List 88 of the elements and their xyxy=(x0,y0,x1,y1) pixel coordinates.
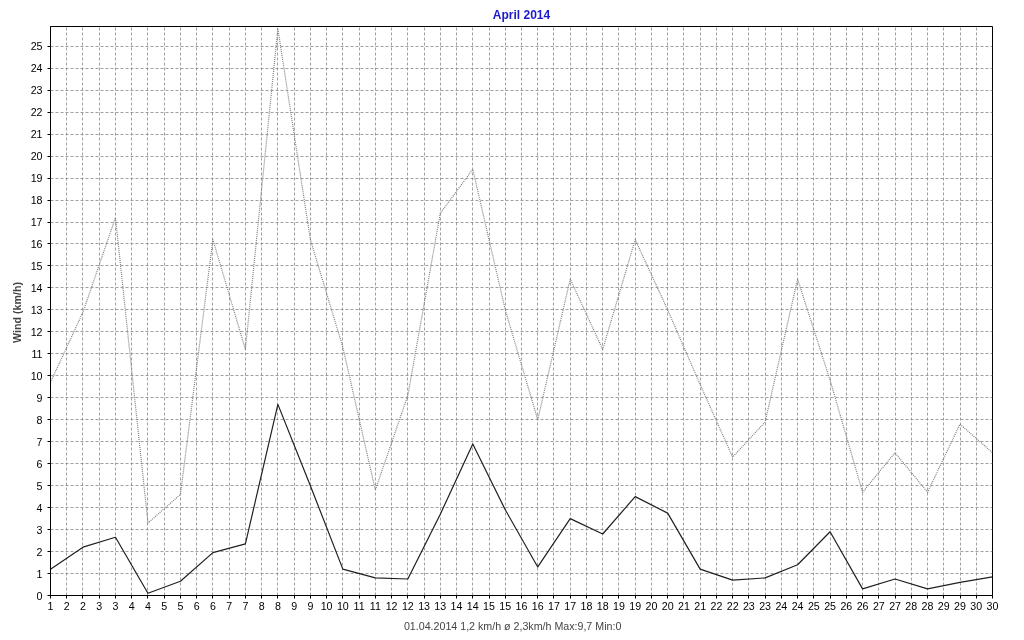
x-tick-label: 3 xyxy=(112,599,119,612)
x-tick-label: 24 xyxy=(775,599,788,612)
x-tick-label: 21 xyxy=(677,599,690,612)
y-tick-label: 25 xyxy=(30,40,43,53)
y-tick-label: 13 xyxy=(30,303,43,316)
x-tick-label: 18 xyxy=(580,599,593,612)
y-tick-label: 11 xyxy=(31,347,43,360)
y-axis-title: Wind (km/h) xyxy=(10,281,23,343)
y-tick-label: 7 xyxy=(36,435,43,448)
x-tick-label: 23 xyxy=(759,599,772,612)
y-tick-label: 16 xyxy=(30,237,43,250)
x-tick-label: 25 xyxy=(824,599,837,612)
x-tick-label: 13 xyxy=(418,599,431,612)
x-tick-label: 10 xyxy=(336,599,349,612)
y-tick-label: 15 xyxy=(30,259,43,272)
x-tick-label: 30 xyxy=(970,599,983,612)
y-tick-label: 14 xyxy=(30,281,43,294)
y-tick-label: 20 xyxy=(30,150,43,163)
x-tick-label: 6 xyxy=(193,599,200,612)
x-tick-label: 6 xyxy=(209,599,216,612)
y-tick-label: 19 xyxy=(30,172,43,185)
x-tick-label: 22 xyxy=(726,599,739,612)
x-tick-label: 3 xyxy=(96,599,103,612)
x-tick-label: 28 xyxy=(921,599,934,612)
x-tick-label: 13 xyxy=(434,599,447,612)
x-tick-label: 20 xyxy=(645,599,658,612)
chart-title: April 2014 xyxy=(492,7,551,22)
x-tick-label: 4 xyxy=(144,599,151,612)
y-tick-label: 9 xyxy=(36,391,43,404)
text: 01.04.2014 1,2 km/h ø 2,3km/h Max:9,7 Min:0 xyxy=(403,619,622,632)
y-tick-label: 6 xyxy=(36,457,43,470)
x-tick-label: 15 xyxy=(499,599,512,612)
x-tick-label: 26 xyxy=(840,599,853,612)
x-tick-label: 21 xyxy=(694,599,707,612)
x-tick-label: 11 xyxy=(369,599,381,612)
x-tick-label: 19 xyxy=(629,599,642,612)
x-tick-label: 2 xyxy=(63,599,70,612)
x-tick-label: 1 xyxy=(47,599,54,612)
x-tick-label: 12 xyxy=(401,599,414,612)
x-tick-label: 2 xyxy=(80,599,87,612)
x-tick-label: 4 xyxy=(128,599,135,612)
x-tick-label: 19 xyxy=(613,599,625,612)
x-tick-label: 29 xyxy=(937,599,950,612)
x-tick-label: 16 xyxy=(515,599,528,612)
y-tick-label: 10 xyxy=(30,369,43,382)
x-tick-label: 18 xyxy=(596,599,609,612)
y-tick-label: 3 xyxy=(36,523,43,536)
x-tick-label: 7 xyxy=(242,599,249,612)
x-tick-label: 12 xyxy=(385,599,398,612)
x-tick-label: 9 xyxy=(291,599,298,612)
x-tick-label: 14 xyxy=(450,599,463,612)
x-tick-label: 16 xyxy=(531,599,544,612)
y-tick-label: 24 xyxy=(30,62,43,75)
y-tick-label: 17 xyxy=(30,216,43,229)
y-tick-label: 4 xyxy=(36,501,43,514)
x-tick-label: 15 xyxy=(483,599,496,612)
x-tick-label: 28 xyxy=(905,599,918,612)
x-tick-label: 5 xyxy=(161,599,168,612)
x-tick-label: 17 xyxy=(564,599,577,612)
x-tick-label: 8 xyxy=(258,599,265,612)
x-tick-label: 26 xyxy=(856,599,869,612)
y-tick-label: 0 xyxy=(36,589,43,602)
x-tick-label: 29 xyxy=(954,599,967,612)
y-tick-label: 2 xyxy=(36,545,43,558)
x-tick-label: 30 xyxy=(986,599,999,612)
x-tick-label: 17 xyxy=(548,599,560,612)
x-tick-label: 7 xyxy=(226,599,233,612)
x-tick-label: 20 xyxy=(661,599,674,612)
x-tick-label: 14 xyxy=(466,599,479,612)
y-tick-label: 5 xyxy=(36,479,43,492)
x-tick-label: 23 xyxy=(742,599,755,612)
x-tick-label: 10 xyxy=(320,599,333,612)
x-tick-label: 5 xyxy=(177,599,184,612)
y-tick-label: 8 xyxy=(36,413,43,426)
y-tick-label: 23 xyxy=(30,84,43,97)
y-tick-label: 21 xyxy=(30,128,43,141)
x-tick-label: 9 xyxy=(307,599,314,612)
x-tick-label: 24 xyxy=(791,599,804,612)
y-tick-label: 1 xyxy=(36,567,43,580)
x-tick-label: 11 xyxy=(353,599,365,612)
y-tick-label: 12 xyxy=(30,325,43,338)
x-tick-label: 22 xyxy=(710,599,723,612)
y-tick-label: 22 xyxy=(30,106,43,119)
y-tick-label: 18 xyxy=(30,194,43,207)
x-tick-label: 27 xyxy=(889,599,902,612)
x-tick-label: 25 xyxy=(807,599,820,612)
x-tick-label: 8 xyxy=(274,599,281,612)
x-tick-label: 27 xyxy=(872,599,885,612)
